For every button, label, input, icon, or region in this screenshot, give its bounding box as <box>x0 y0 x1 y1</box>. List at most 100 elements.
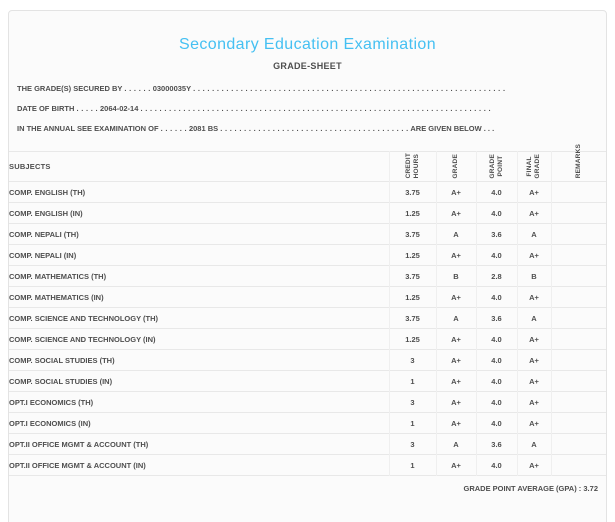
grade-cell: A+ <box>435 370 476 392</box>
remarks-cell <box>550 433 606 455</box>
subject-cell: OPT.I ECONOMICS (IN) <box>9 418 91 428</box>
grade-cell: B <box>435 265 476 287</box>
examination-year-value: 2081 BS <box>188 124 219 133</box>
grade-point-cell: 4.0 <box>475 349 517 371</box>
grade-point-cell: 4.0 <box>475 202 517 224</box>
final-grade-cell: A <box>516 433 551 455</box>
final-grade-cell: A <box>516 223 551 245</box>
grade-point-cell: 4.0 <box>475 244 517 266</box>
grade-point-vertical-label: GRADE POINT <box>488 153 504 178</box>
grade-vertical-label: GRADE <box>452 153 460 178</box>
remarks-vertical-label: REMARKS <box>574 143 582 178</box>
remarks-cell <box>550 307 606 329</box>
grade-point-cell: 3.6 <box>475 307 517 329</box>
table-row: COMP. SOCIAL STUDIES (TH) 3 A+ 4.0 A+ <box>9 349 606 371</box>
table-row: OPT.II OFFICE MGMT & ACCOUNT (TH) 3 A 3.… <box>9 433 606 455</box>
final-grade-cell: A+ <box>516 412 551 434</box>
credit-hours-cell: 3 <box>388 349 436 371</box>
gpa-label: GRADE POINT AVERAGE (GPA) : <box>463 484 582 493</box>
info-line-examination-year: IN THE ANNUAL SEE EXAMINATION OF . . . .… <box>17 119 598 139</box>
subject-cell: COMP. SCIENCE AND TECHNOLOGY (TH) <box>9 313 159 323</box>
final-grade-cell: A <box>516 307 551 329</box>
sheet-subtitle: GRADE-SHEET <box>273 61 342 71</box>
final-grade-cell: A+ <box>516 454 551 476</box>
final-grade-cell: A+ <box>516 391 551 413</box>
dot-leader: . . . . . . <box>160 124 187 133</box>
column-header-remarks: REMARKS <box>550 144 606 182</box>
table-row: OPT.II OFFICE MGMT & ACCOUNT (IN) 1 A+ 4… <box>9 454 606 476</box>
subject-cell: COMP. ENGLISH (TH) <box>9 187 86 197</box>
date-of-birth-value: 2064-02-14 <box>100 104 139 113</box>
grade-sheet-card: Secondary Education Examination GRADE-SH… <box>8 10 607 522</box>
credit-hours-cell: 1 <box>388 370 436 392</box>
dot-leader: . . . . . . <box>124 84 151 93</box>
table-row: OPT.I ECONOMICS (IN) 1 A+ 4.0 A+ <box>9 412 606 434</box>
subject-cell: OPT.II OFFICE MGMT & ACCOUNT (TH) <box>9 439 149 449</box>
remarks-cell <box>550 286 606 308</box>
grade-point-cell: 4.0 <box>475 412 517 434</box>
grade-cell: A <box>435 433 476 455</box>
final-grade-cell: A+ <box>516 370 551 392</box>
table-row: COMP. NEPALI (IN) 1.25 A+ 4.0 A+ <box>9 244 606 266</box>
dot-leader: . . . . . . . . . . . . . . . . . . . . … <box>220 124 409 133</box>
table-row: COMP. SCIENCE AND TECHNOLOGY (TH) 3.75 A… <box>9 307 606 329</box>
credit-hours-cell: 3.75 <box>388 307 436 329</box>
dot-leader: . . . . . . . . . . . . . . . . . . . . … <box>193 84 506 93</box>
credit-hours-cell: 3.75 <box>388 181 436 203</box>
final-grade-cell: A+ <box>516 328 551 350</box>
grade-cell: A+ <box>435 454 476 476</box>
column-header-credit-hours: CREDIT HOURS <box>388 151 436 182</box>
table-row: COMP. MATHEMATICS (IN) 1.25 A+ 4.0 A+ <box>9 286 606 308</box>
table-row: COMP. SCIENCE AND TECHNOLOGY (IN) 1.25 A… <box>9 328 606 350</box>
subject-cell: COMP. SCIENCE AND TECHNOLOGY (IN) <box>9 334 156 344</box>
info-line-date-of-birth: DATE OF BIRTH . . . . . 2064-02-14 . . .… <box>17 99 598 119</box>
column-header-grade-point: GRADE POINT <box>475 151 517 182</box>
grade-cell: A+ <box>435 328 476 350</box>
info-line-grades-secured-by: THE GRADE(S) SECURED BY . . . . . . 0300… <box>17 79 598 99</box>
remarks-cell <box>550 202 606 224</box>
column-header-final-grade: FINAL GRADE <box>516 151 551 182</box>
column-header-subjects: SUBJECTS <box>9 162 51 171</box>
subject-cell: COMP. SOCIAL STUDIES (TH) <box>9 355 115 365</box>
credit-hours-cell: 3.75 <box>388 265 436 287</box>
table-row: COMP. SOCIAL STUDIES (IN) 1 A+ 4.0 A+ <box>9 370 606 392</box>
info-label: DATE OF BIRTH <box>17 104 75 113</box>
grade-cell: A <box>435 307 476 329</box>
final-grade-cell: A+ <box>516 244 551 266</box>
info-suffix: ARE GIVEN BELOW . . . <box>410 124 495 133</box>
subject-cell: COMP. MATHEMATICS (IN) <box>9 292 104 302</box>
table-row: COMP. ENGLISH (IN) 1.25 A+ 4.0 A+ <box>9 202 606 224</box>
credit-hours-cell: 1 <box>388 412 436 434</box>
grade-cell: A+ <box>435 391 476 413</box>
credit-hours-cell: 3 <box>388 433 436 455</box>
page-title: Secondary Education Examination <box>179 36 436 53</box>
grade-point-cell: 4.0 <box>475 328 517 350</box>
subject-cell: COMP. ENGLISH (IN) <box>9 208 83 218</box>
grade-cell: A+ <box>435 244 476 266</box>
remarks-cell <box>550 391 606 413</box>
column-header-grade: GRADE <box>435 151 476 182</box>
subject-cell: OPT.II OFFICE MGMT & ACCOUNT (IN) <box>9 460 146 470</box>
grade-point-cell: 3.6 <box>475 433 517 455</box>
final-grade-cell: B <box>516 265 551 287</box>
grade-point-cell: 4.0 <box>475 181 517 203</box>
final-grade-cell: A+ <box>516 349 551 371</box>
table-row: OPT.I ECONOMICS (TH) 3 A+ 4.0 A+ <box>9 391 606 413</box>
remarks-cell <box>550 181 606 203</box>
table-row: COMP. NEPALI (TH) 3.75 A 3.6 A <box>9 223 606 245</box>
table-row: COMP. ENGLISH (TH) 3.75 A+ 4.0 A+ <box>9 181 606 203</box>
credit-hours-vertical-label: CREDIT HOURS <box>404 152 420 178</box>
grade-point-cell: 3.6 <box>475 223 517 245</box>
credit-hours-cell: 1.25 <box>388 244 436 266</box>
gpa-value: 3.72 <box>583 484 598 493</box>
grade-cell: A <box>435 223 476 245</box>
grade-point-cell: 2.8 <box>475 265 517 287</box>
remarks-cell <box>550 244 606 266</box>
grades-table: SUBJECTS CREDIT HOURS GRADE GRADE POINT … <box>9 144 606 476</box>
grade-cell: A+ <box>435 202 476 224</box>
remarks-cell <box>550 223 606 245</box>
credit-hours-cell: 1.25 <box>388 328 436 350</box>
info-label: THE GRADE(S) SECURED BY <box>17 84 123 93</box>
credit-hours-cell: 3 <box>388 391 436 413</box>
